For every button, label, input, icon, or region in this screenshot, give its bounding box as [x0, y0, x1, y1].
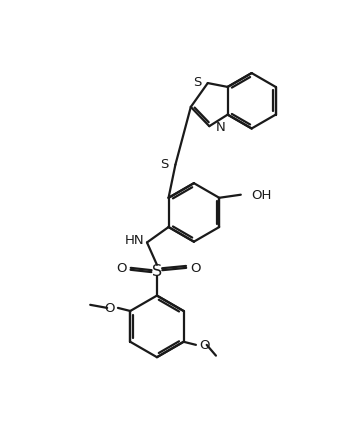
- Text: S: S: [160, 158, 168, 171]
- Text: O: O: [116, 262, 127, 275]
- Text: O: O: [104, 302, 115, 315]
- Text: S: S: [193, 76, 202, 89]
- Text: O: O: [190, 262, 201, 275]
- Text: N: N: [216, 121, 226, 134]
- Text: O: O: [199, 338, 210, 352]
- Text: OH: OH: [251, 189, 272, 202]
- Text: HN: HN: [124, 233, 144, 246]
- Text: S: S: [152, 263, 162, 278]
